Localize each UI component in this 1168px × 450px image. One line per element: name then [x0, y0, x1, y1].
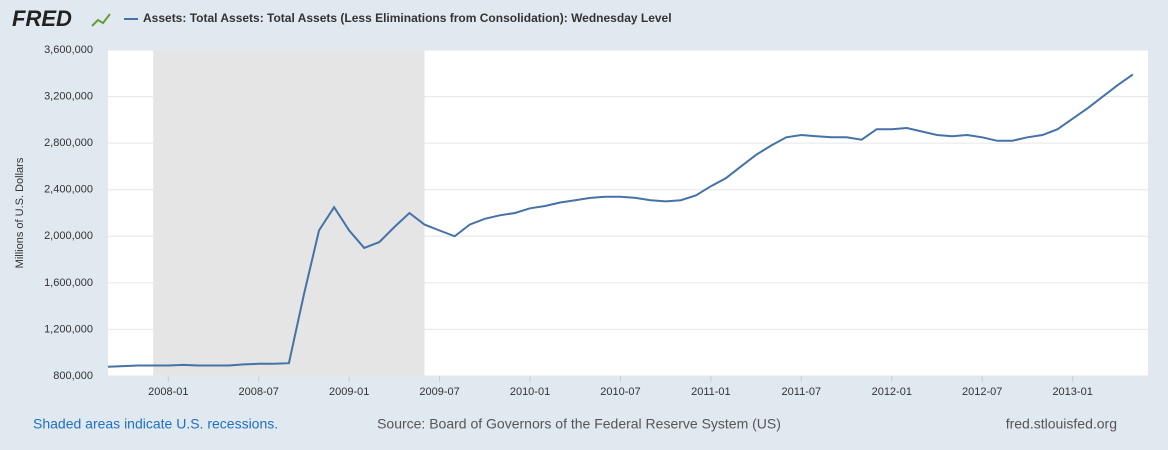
- x-tick-label: 2013-01: [1052, 386, 1092, 398]
- logo-icon: [91, 13, 111, 27]
- x-tick-label: 2011-01: [691, 386, 731, 398]
- x-tick-label: 2010-01: [510, 386, 550, 398]
- site[interactable]: fred.stlouisfed.org: [1006, 416, 1117, 432]
- recession-band: [153, 50, 425, 376]
- logo: FRED: [12, 6, 72, 31]
- x-tick-label: 2009-01: [329, 386, 369, 398]
- y-tick-label: 3,600,000: [44, 44, 93, 56]
- x-tick-label: 2010-07: [600, 386, 640, 398]
- y-tick-label: 1,600,000: [44, 277, 93, 289]
- y-tick-label: 2,800,000: [44, 137, 93, 149]
- y-tick-label: 1,200,000: [44, 323, 93, 335]
- x-tick-label: 2012-01: [872, 386, 912, 398]
- x-tick-label: 2008-07: [239, 386, 279, 398]
- recession-note[interactable]: Shaded areas indicate U.S. recessions.: [33, 416, 278, 432]
- x-tick-label: 2008-01: [148, 386, 188, 398]
- source: Source: Board of Governors of the Federa…: [377, 416, 781, 432]
- x-tick-label: 2012-07: [962, 386, 1002, 398]
- legend-label: Assets: Total Assets: Total Assets (Less…: [143, 11, 672, 25]
- y-tick-label: 800,000: [53, 370, 93, 382]
- series-line: [107, 73, 1134, 368]
- x-tick-label: 2011-07: [782, 386, 822, 398]
- y-axis-label: Millions of U.S. Dollars: [14, 157, 26, 268]
- y-tick-label: 3,200,000: [44, 90, 93, 102]
- y-tick-label: 2,000,000: [44, 230, 93, 242]
- x-tick-label: 2009-07: [419, 386, 459, 398]
- y-tick-label: 2,400,000: [44, 184, 93, 196]
